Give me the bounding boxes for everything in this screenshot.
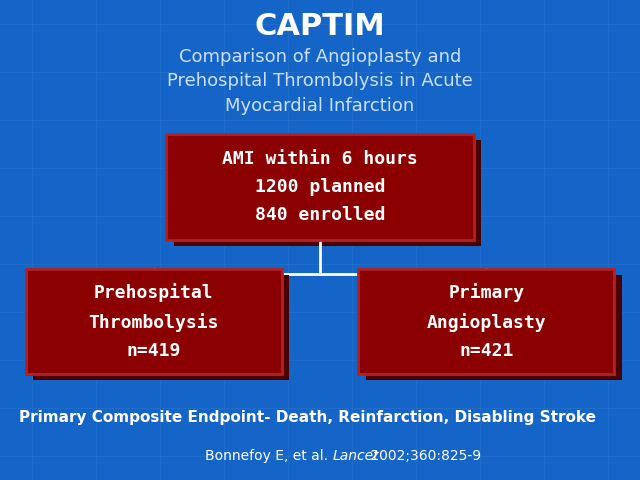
Text: Primary Composite Endpoint- Death, Reinfarction, Disabling Stroke: Primary Composite Endpoint- Death, Reinf… xyxy=(19,410,596,425)
Text: Primary
Angioplasty
n=421: Primary Angioplasty n=421 xyxy=(427,284,546,360)
FancyBboxPatch shape xyxy=(366,275,622,380)
Text: AMI within 6 hours
1200 planned
840 enrolled: AMI within 6 hours 1200 planned 840 enro… xyxy=(222,150,418,224)
Text: Lancet: Lancet xyxy=(333,449,380,463)
Text: Prehospital
Thrombolysis
n=419: Prehospital Thrombolysis n=419 xyxy=(88,284,219,360)
Text: 2002;360:825-9: 2002;360:825-9 xyxy=(366,449,481,463)
FancyBboxPatch shape xyxy=(174,140,481,246)
FancyBboxPatch shape xyxy=(33,275,289,380)
Text: Comparison of Angioplasty and
Prehospital Thrombolysis in Acute
Myocardial Infar: Comparison of Angioplasty and Prehospita… xyxy=(167,48,473,115)
Text: CAPTIM: CAPTIM xyxy=(255,12,385,41)
FancyBboxPatch shape xyxy=(358,269,614,374)
Text: Bonnefoy E, et al.: Bonnefoy E, et al. xyxy=(205,449,333,463)
FancyBboxPatch shape xyxy=(26,269,282,374)
FancyBboxPatch shape xyxy=(166,134,474,240)
